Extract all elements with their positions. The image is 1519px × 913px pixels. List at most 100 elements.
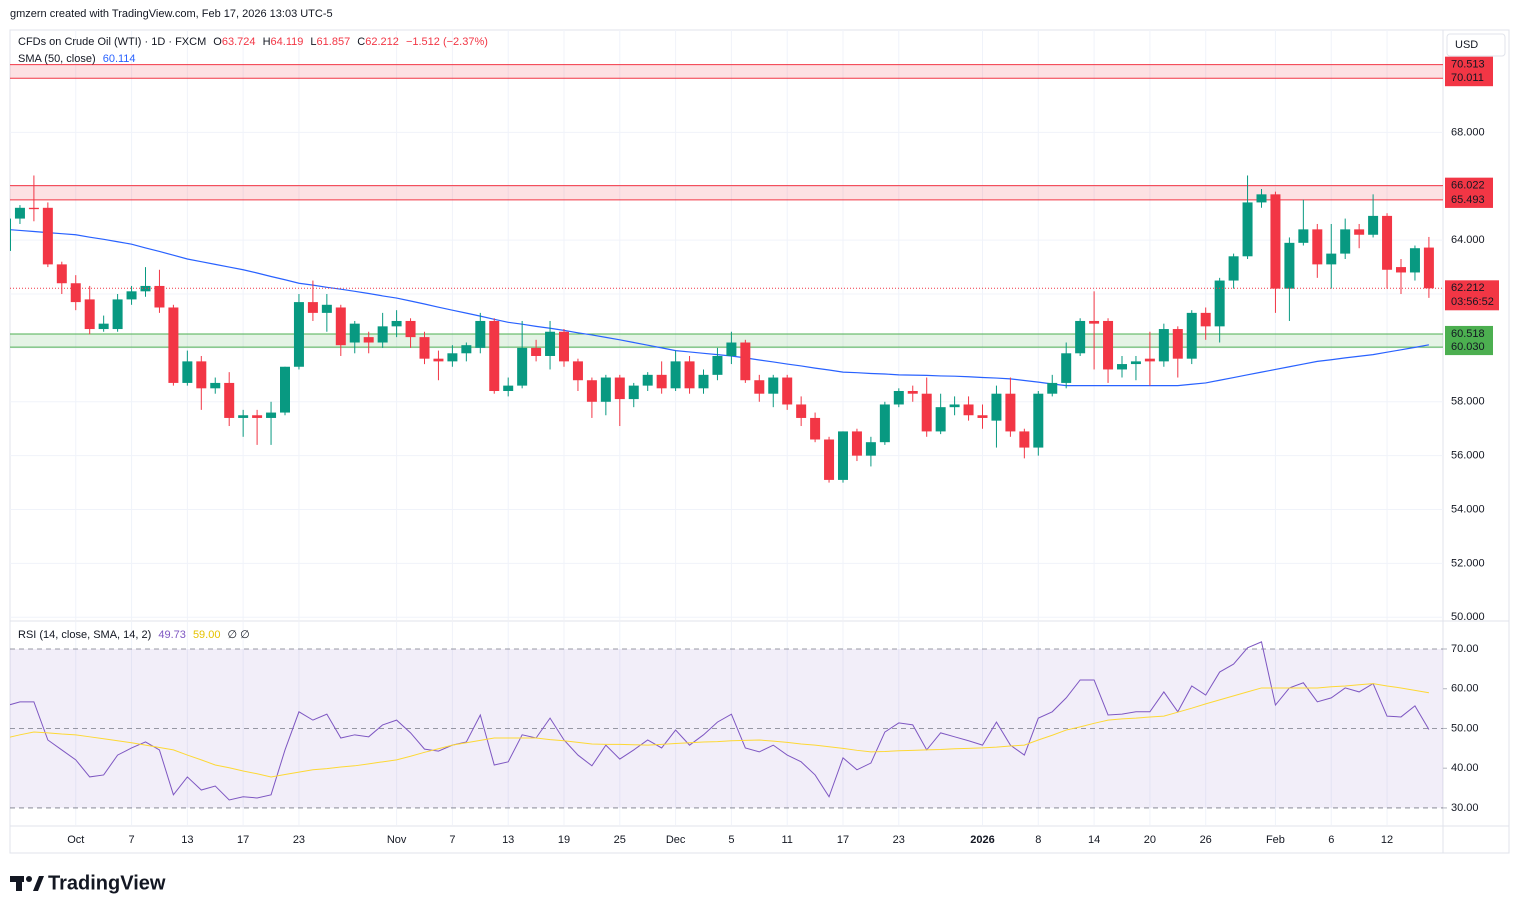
candle-body xyxy=(433,358,444,362)
ohlc-key: L xyxy=(310,36,316,48)
candle-body xyxy=(182,361,193,383)
candle-body xyxy=(893,391,904,405)
candle-body xyxy=(1382,215,1393,270)
candle-body xyxy=(698,374,709,389)
candle-body xyxy=(1242,202,1253,257)
zone-label: 70.513 xyxy=(1451,59,1485,71)
x-tick-label: 20 xyxy=(1144,834,1156,846)
candle-body xyxy=(726,342,737,356)
x-tick-label: 5 xyxy=(728,834,734,846)
zone-label: 65.493 xyxy=(1451,194,1485,206)
candle-body xyxy=(614,377,625,400)
candle-body xyxy=(656,374,667,389)
zone-label: 70.011 xyxy=(1451,72,1484,84)
candle-body xyxy=(419,337,430,359)
candle-body xyxy=(307,302,318,313)
rsi-sma-value: 59.00 xyxy=(193,629,221,641)
x-tick-label: 12 xyxy=(1381,834,1393,846)
y-tick-label: 50.000 xyxy=(1451,611,1485,623)
candle-body xyxy=(112,299,123,330)
candle-body xyxy=(851,431,862,456)
candle-body xyxy=(1005,393,1016,432)
x-tick-label: 17 xyxy=(237,834,249,846)
zone-label: 60.030 xyxy=(1451,341,1485,353)
frame xyxy=(9,29,1510,854)
logo-mark xyxy=(26,876,32,882)
currency[interactable]: USD xyxy=(1455,39,1478,51)
candle-body xyxy=(349,323,360,343)
candle-body xyxy=(824,439,835,480)
candle-body xyxy=(600,377,611,402)
candle-body xyxy=(224,382,235,418)
candle-body xyxy=(586,380,597,402)
candle-body xyxy=(1312,229,1323,265)
candle-body xyxy=(238,415,249,418)
candle-body xyxy=(1144,358,1155,362)
candle-body xyxy=(1117,364,1127,370)
candle-body xyxy=(531,347,542,356)
currency-box[interactable] xyxy=(1446,33,1506,57)
x-tick-label: 13 xyxy=(181,834,193,846)
candle-body xyxy=(517,347,528,386)
price-pane xyxy=(10,30,1443,620)
x-tick-label: 7 xyxy=(449,834,455,846)
candle-body xyxy=(1423,247,1434,289)
ohlc-key: O xyxy=(213,36,222,48)
candle-body xyxy=(921,393,932,432)
candle-body xyxy=(782,377,793,405)
candle-body xyxy=(196,361,207,389)
ohlc-key: H xyxy=(263,36,271,48)
candle-body xyxy=(545,331,556,356)
candle-body xyxy=(1200,312,1211,327)
candle-body xyxy=(684,361,695,389)
x-tick-label: 23 xyxy=(293,834,305,846)
candle-body xyxy=(1130,361,1141,365)
candle-body xyxy=(865,442,876,456)
ohlc-value: 61.857 xyxy=(317,36,351,48)
x-tick-label: 8 xyxy=(1035,834,1041,846)
x-tick-label: 13 xyxy=(502,834,514,846)
candle-body xyxy=(461,345,472,354)
candle-body xyxy=(377,326,388,343)
candle-body xyxy=(252,415,263,418)
candle-body xyxy=(1409,248,1420,273)
candle-body xyxy=(321,304,332,313)
candle-body xyxy=(1033,393,1044,448)
y-tick-label: 58.000 xyxy=(1451,396,1485,408)
candle-body xyxy=(475,320,486,348)
candle-body xyxy=(1186,312,1197,359)
candle-body xyxy=(10,218,11,251)
rsi-line xyxy=(10,641,1430,801)
candle-body xyxy=(963,404,974,416)
candle-body xyxy=(280,366,290,413)
y-tick-label: 52.000 xyxy=(1451,557,1485,569)
candle-body xyxy=(1326,253,1337,265)
candle-body xyxy=(1214,280,1225,327)
x-tick-label: 23 xyxy=(893,834,905,846)
candle-body xyxy=(14,207,25,219)
x-tick-label: Dec xyxy=(666,834,686,846)
logo-mark xyxy=(33,876,44,891)
rsi-line xyxy=(10,683,1429,778)
candle-body xyxy=(1354,229,1365,235)
candle-body xyxy=(559,331,569,362)
candle-body xyxy=(572,361,583,381)
y-tick-label: 60.00 xyxy=(1451,683,1479,695)
candle-body xyxy=(1284,242,1295,289)
candle-body xyxy=(447,353,458,362)
x-tick-label: 25 xyxy=(614,834,626,846)
sma-value: 60.114 xyxy=(103,53,136,65)
zone-label-box xyxy=(1445,325,1493,342)
candle-body xyxy=(754,380,765,394)
logo-text: TradingView xyxy=(48,872,166,894)
candle-body xyxy=(838,431,848,480)
rsi-legend: RSI (14, close, SMA, 14, 2) 49.73 59.00 … xyxy=(18,629,250,641)
x-tick-label: 17 xyxy=(837,834,849,846)
candle-body xyxy=(628,385,639,400)
ohlc-key: C xyxy=(357,36,365,48)
zone-label-box xyxy=(1445,339,1493,356)
candle-body xyxy=(1396,267,1406,273)
candle-body xyxy=(879,404,890,443)
zone-label-box xyxy=(1445,177,1493,194)
